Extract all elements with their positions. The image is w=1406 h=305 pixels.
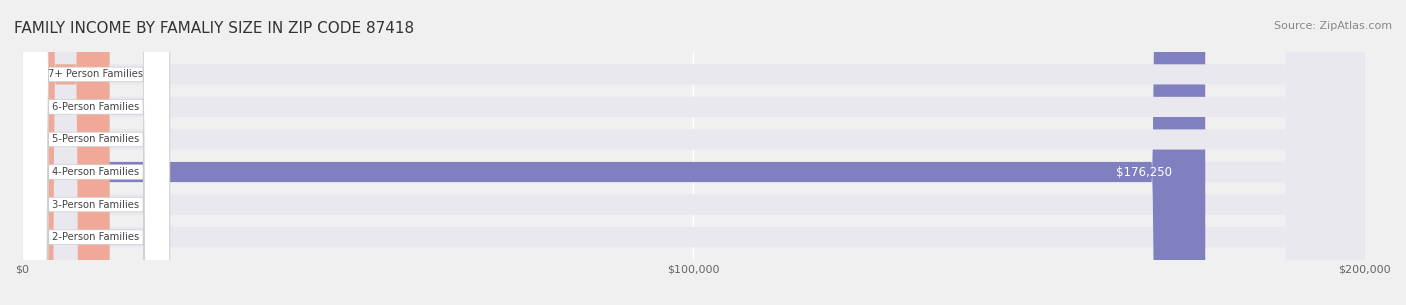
FancyBboxPatch shape [22, 0, 1365, 305]
Text: $176,250: $176,250 [1116, 166, 1171, 178]
FancyBboxPatch shape [22, 0, 170, 305]
Text: $0: $0 [129, 69, 143, 79]
Text: 3-Person Families: 3-Person Families [52, 199, 139, 210]
FancyBboxPatch shape [22, 0, 110, 305]
Text: FAMILY INCOME BY FAMALIY SIZE IN ZIP CODE 87418: FAMILY INCOME BY FAMALIY SIZE IN ZIP COD… [14, 21, 415, 36]
FancyBboxPatch shape [22, 0, 1365, 305]
FancyBboxPatch shape [22, 0, 110, 305]
Text: 5-Person Families: 5-Person Families [52, 135, 139, 145]
Text: 7+ Person Families: 7+ Person Families [48, 69, 143, 79]
FancyBboxPatch shape [22, 0, 170, 305]
FancyBboxPatch shape [22, 0, 110, 305]
FancyBboxPatch shape [22, 0, 1365, 305]
FancyBboxPatch shape [22, 0, 110, 305]
Text: 4-Person Families: 4-Person Families [52, 167, 139, 177]
FancyBboxPatch shape [22, 0, 1365, 305]
Text: 2-Person Families: 2-Person Families [52, 232, 139, 242]
FancyBboxPatch shape [22, 0, 110, 305]
Text: $0: $0 [129, 102, 143, 112]
FancyBboxPatch shape [22, 0, 170, 305]
Text: $0: $0 [129, 199, 143, 210]
Text: $0: $0 [129, 135, 143, 145]
Text: $0: $0 [129, 232, 143, 242]
FancyBboxPatch shape [22, 0, 1365, 305]
FancyBboxPatch shape [22, 0, 1205, 305]
Text: Source: ZipAtlas.com: Source: ZipAtlas.com [1274, 21, 1392, 31]
FancyBboxPatch shape [22, 0, 1365, 305]
FancyBboxPatch shape [22, 0, 170, 305]
Text: 6-Person Families: 6-Person Families [52, 102, 139, 112]
FancyBboxPatch shape [22, 0, 170, 305]
FancyBboxPatch shape [22, 0, 170, 305]
